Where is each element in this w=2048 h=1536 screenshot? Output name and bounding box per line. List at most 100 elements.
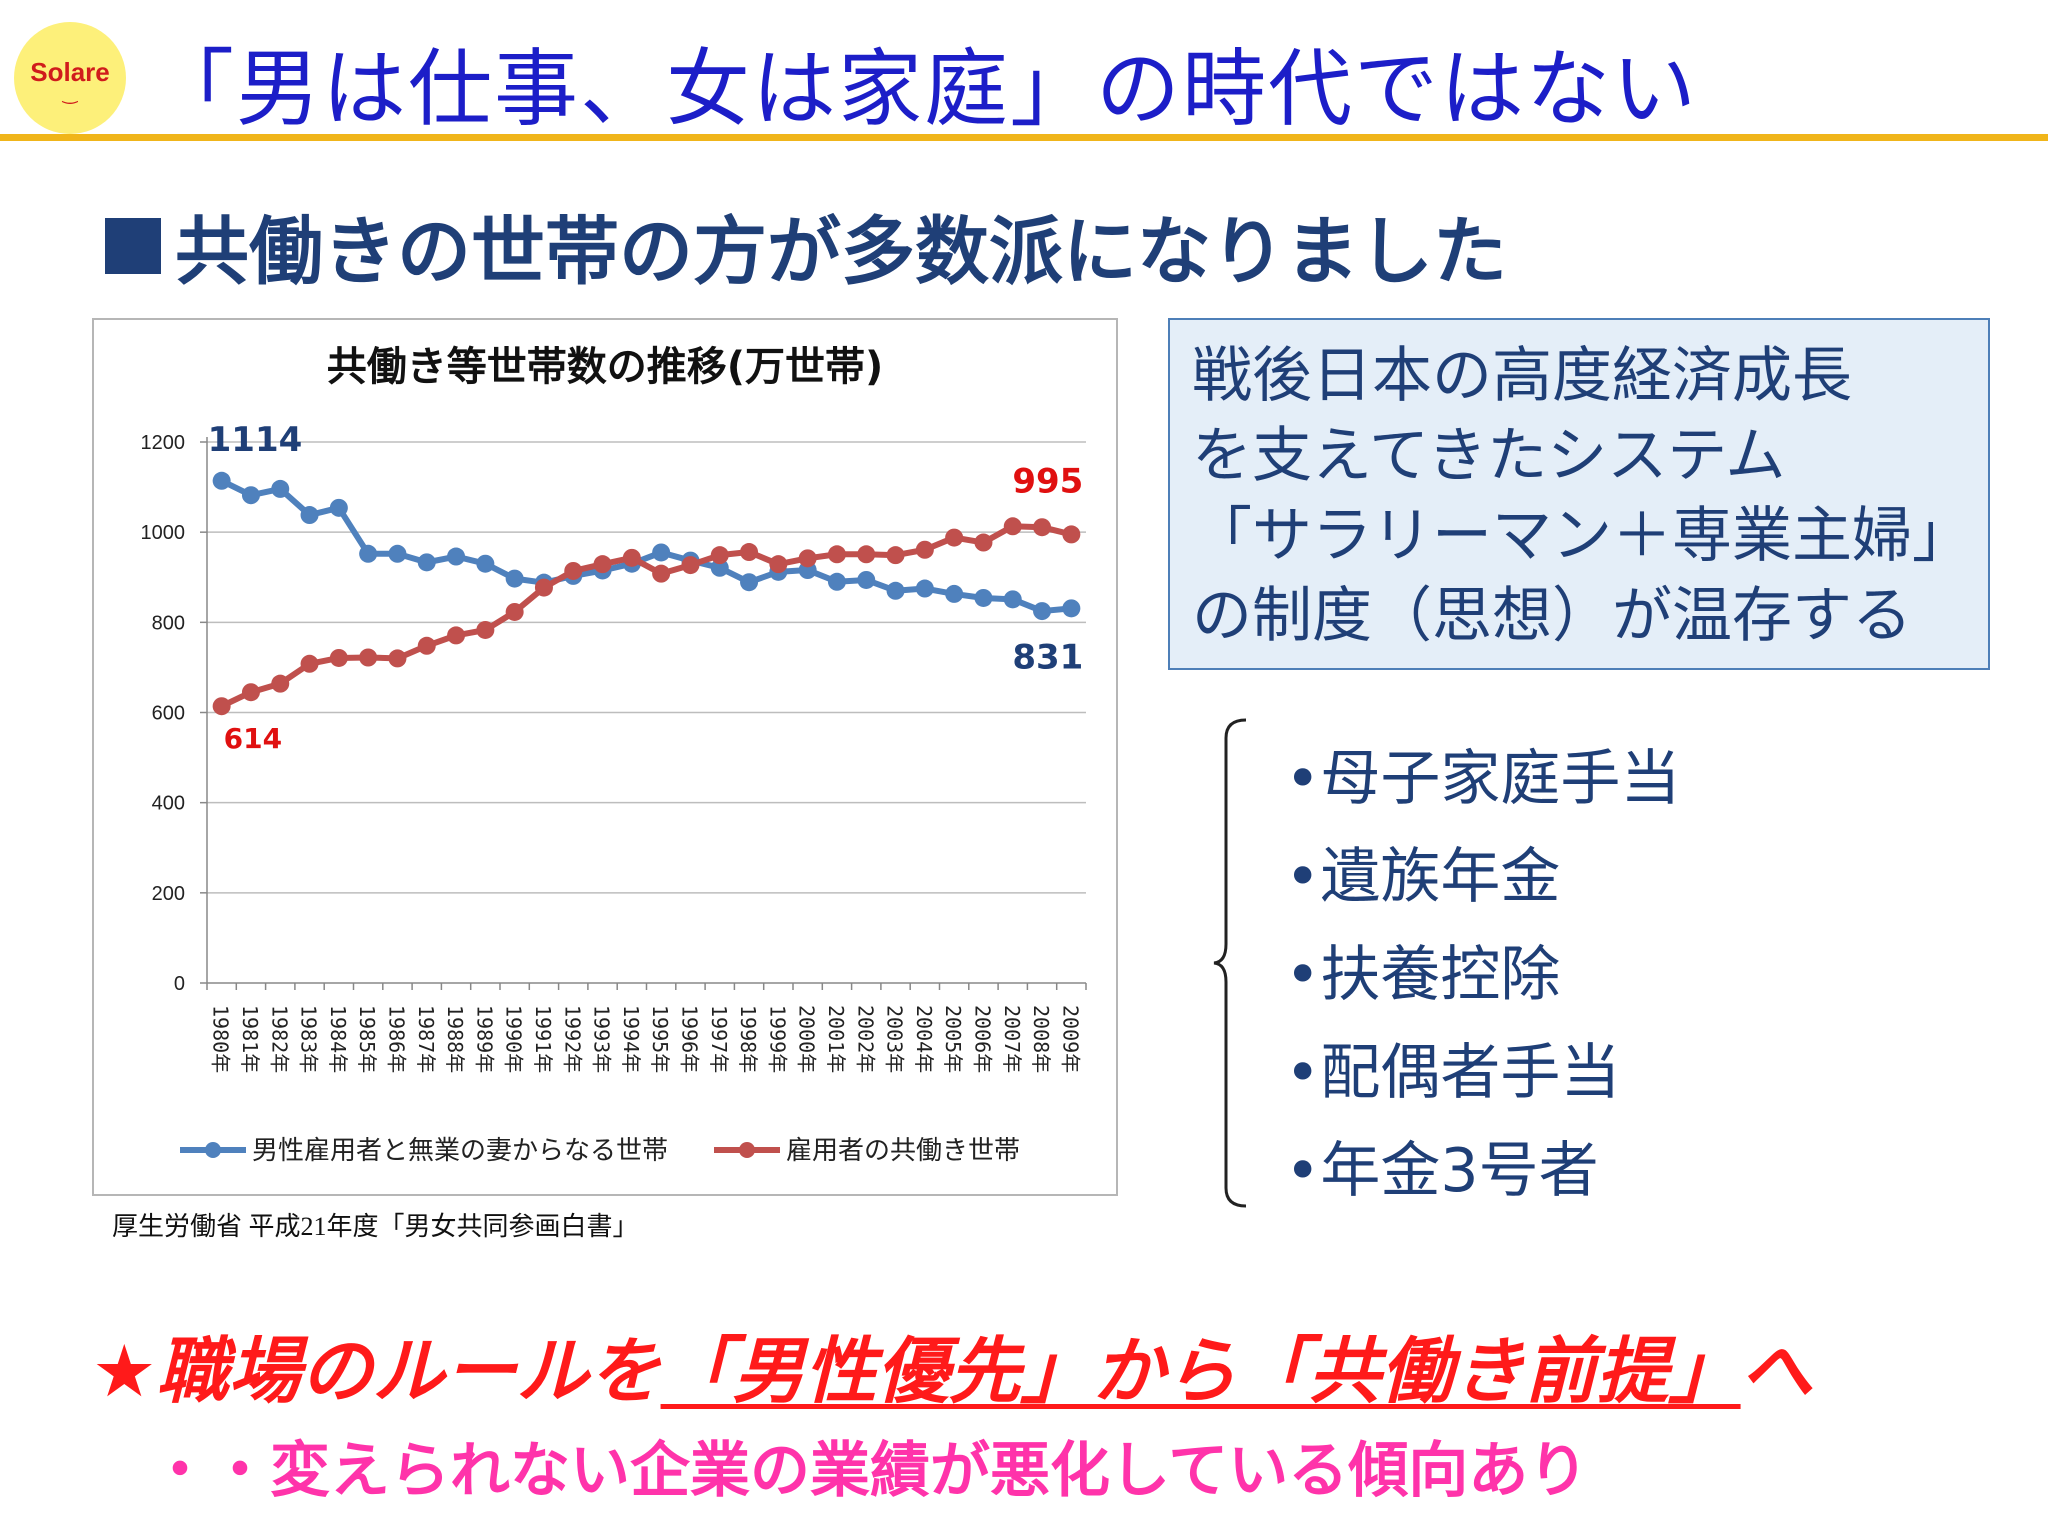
- data-point: [505, 569, 524, 588]
- data-point: [652, 564, 671, 583]
- data-point: [1062, 525, 1081, 544]
- x-tick-label: 1988年: [443, 1005, 467, 1073]
- x-tick-label: 1982年: [267, 1005, 291, 1073]
- data-point: [300, 506, 319, 525]
- x-tick-label: 1984年: [326, 1005, 350, 1073]
- source-citation: 厚生労働省 平成21年度「男女共同参画白書」: [112, 1212, 639, 1241]
- y-tick-label: 200: [152, 883, 185, 905]
- data-point: [593, 555, 612, 574]
- x-tick-label: 1996年: [677, 1005, 701, 1073]
- section-heading-text: 共働きの世帯の方が多数派になりました: [175, 209, 1507, 295]
- data-point: [827, 572, 846, 591]
- x-tick-label: 2002年: [853, 1005, 877, 1073]
- x-tick-label: 1998年: [736, 1005, 760, 1073]
- y-tick-label: 0: [174, 973, 185, 995]
- data-point: [886, 546, 905, 565]
- data-point: [241, 683, 260, 702]
- list-item: •母子家庭手当: [1285, 744, 1681, 814]
- legend-label: 男性雇用者と無業の妻からなる世帯: [252, 1136, 668, 1166]
- y-tick-label: 400: [152, 793, 185, 815]
- x-tick-label: 1985年: [355, 1005, 379, 1073]
- data-point: [681, 556, 700, 575]
- data-point: [447, 626, 466, 645]
- data-point: [710, 546, 729, 565]
- data-point: [740, 573, 759, 592]
- x-tick-label: 1990年: [502, 1005, 526, 1073]
- data-point: [798, 549, 817, 568]
- data-point: [1033, 518, 1052, 537]
- x-tick-label: 2009年: [1058, 1005, 1082, 1073]
- legend-marker: [205, 1142, 221, 1158]
- y-tick-label: 800: [152, 612, 185, 634]
- data-point: [827, 545, 846, 564]
- x-tick-label: 2001年: [824, 1005, 848, 1073]
- y-tick-label: 600: [152, 703, 185, 725]
- data-point: [740, 543, 759, 562]
- title-divider: [0, 134, 2048, 141]
- x-tick-label: 2004年: [912, 1005, 936, 1073]
- data-point: [271, 479, 290, 498]
- data-point: [329, 648, 348, 667]
- legend-marker: [739, 1142, 755, 1158]
- data-point: [886, 581, 905, 600]
- data-point: [359, 648, 378, 667]
- data-point: [359, 544, 378, 563]
- data-point: [1003, 517, 1022, 536]
- data-label: 831: [1012, 637, 1083, 677]
- headline-prefix: ★職場のルールを: [92, 1329, 661, 1413]
- subline: ・・変えられない企業の業績が悪化している傾向あり: [150, 1436, 1589, 1506]
- data-point: [212, 697, 231, 716]
- smile-icon: ‿: [62, 83, 78, 105]
- data-point: [212, 471, 231, 490]
- x-tick-label: 1993年: [590, 1005, 614, 1073]
- info-line: を支えてきたシステム: [1192, 421, 1786, 491]
- list-item: •配偶者手当: [1285, 1038, 1621, 1108]
- data-point: [710, 558, 729, 577]
- headline-suffix: へ: [1740, 1329, 1813, 1413]
- data-label: 995: [1012, 461, 1083, 501]
- chart-panel: 共働き等世帯数の推移(万世帯) 0 200 400 600 800 1000 1200 198…: [92, 318, 1118, 1196]
- data-point: [652, 543, 671, 562]
- data-point: [271, 674, 290, 693]
- x-tick-label: 2006年: [970, 1005, 994, 1073]
- data-point: [388, 544, 407, 563]
- info-box: 戦後日本の高度経済成長 を支えてきたシステム 「サラリーマン＋専業主婦」 の制度…: [1168, 318, 1990, 670]
- x-tick-label: 2008年: [1029, 1005, 1053, 1073]
- x-tick-label: 2003年: [883, 1005, 907, 1073]
- data-point: [769, 555, 788, 574]
- benefits-list: •母子家庭手当 •遺族年金 •扶養控除 •配偶者手当 •年金3号者: [1285, 730, 1680, 1220]
- data-point: [974, 588, 993, 607]
- data-point: [915, 540, 934, 559]
- x-tick-label: 1986年: [384, 1005, 408, 1073]
- data-point: [857, 570, 876, 589]
- data-point: [915, 579, 934, 598]
- section-heading: 共働きの世帯の方が多数派になりました: [105, 192, 1507, 299]
- data-label: 614: [224, 722, 282, 755]
- data-point: [476, 554, 495, 573]
- x-tick-label: 1991年: [531, 1005, 555, 1073]
- list-item: •扶養控除: [1285, 940, 1561, 1010]
- data-point: [388, 649, 407, 668]
- x-tick-label: 2000年: [795, 1005, 819, 1073]
- data-point: [417, 636, 436, 655]
- x-tick-label: 1989年: [472, 1005, 496, 1073]
- data-point: [1003, 590, 1022, 609]
- x-tick-label: 1983年: [297, 1005, 321, 1073]
- x-tick-label: 1997年: [707, 1005, 731, 1073]
- logo-text: Solare: [30, 56, 110, 87]
- data-point: [329, 498, 348, 517]
- x-tick-label: 1980年: [209, 1005, 233, 1073]
- data-point: [564, 561, 583, 580]
- x-tick-label: 1981年: [238, 1005, 262, 1073]
- info-line: 「サラリーマン＋専業主婦」: [1192, 501, 1972, 571]
- legend-label: 雇用者の共働き世帯: [786, 1136, 1020, 1166]
- x-tick-label: 2005年: [941, 1005, 965, 1073]
- data-point: [857, 545, 876, 564]
- data-label: 1114: [208, 420, 303, 460]
- y-tick-label: 1200: [141, 432, 186, 454]
- headline-emphasis: 「男性優先」から「共働き前提」: [660, 1329, 1741, 1413]
- page-title: 「男は仕事、女は家庭」の時代ではない: [150, 40, 1699, 138]
- square-bullet-icon: [105, 217, 161, 274]
- info-line: の制度（思想）が温存する: [1192, 581, 1912, 651]
- data-point: [945, 584, 964, 603]
